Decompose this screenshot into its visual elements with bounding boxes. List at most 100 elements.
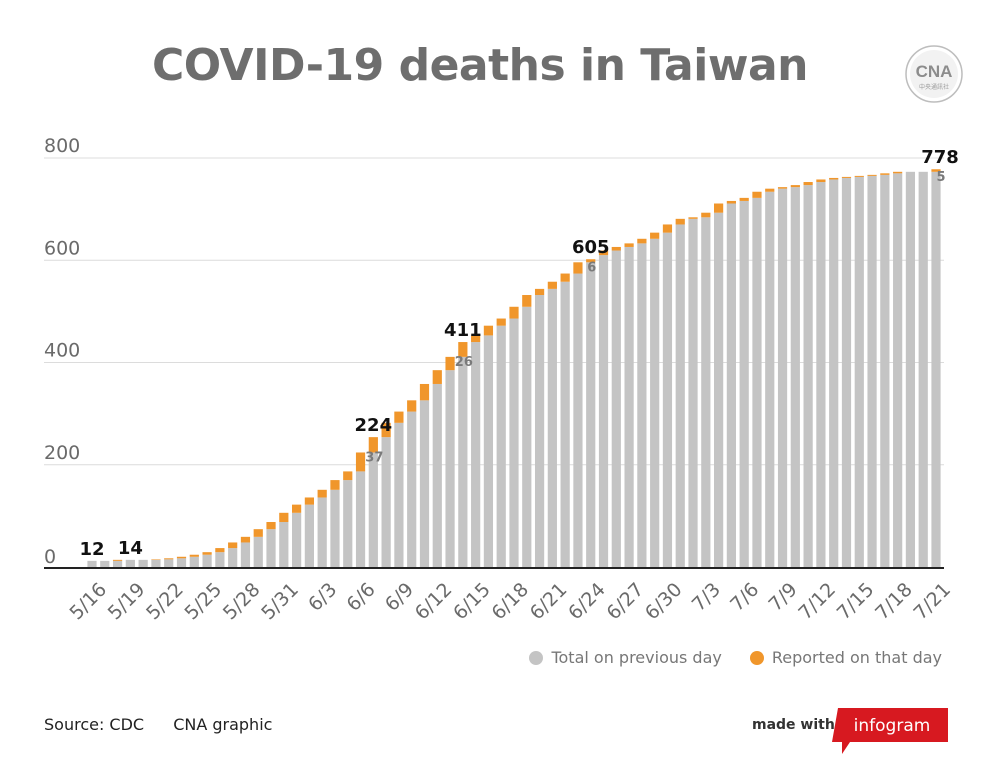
x-tick-label: 5/16 [65, 579, 111, 625]
bar-total [931, 171, 941, 567]
bar-total [304, 504, 314, 567]
cna-logo-icon: CNA 中央通訊社 [905, 45, 963, 103]
bar-reported [765, 188, 775, 192]
x-tick-label: 5/31 [257, 579, 303, 625]
bar-reported [355, 452, 366, 472]
bar-reported [688, 217, 698, 219]
x-tick-label: 6/6 [343, 579, 380, 616]
bar-total [701, 217, 711, 567]
bar-total [189, 556, 199, 567]
bar-total [560, 281, 570, 567]
x-tick-label: 7/15 [833, 579, 879, 625]
x-tick-label: 6/27 [603, 579, 649, 625]
bar-reported [777, 187, 788, 189]
data-label-reported: 5 [936, 170, 945, 185]
data-label-total: 14 [118, 538, 143, 559]
bar-total [292, 512, 302, 567]
bar-total [841, 177, 852, 567]
bar-total [151, 559, 161, 567]
bar-total [611, 250, 621, 567]
bar-reported [496, 318, 506, 326]
bar-reported [253, 529, 263, 537]
x-tick-label: 6/12 [411, 579, 457, 625]
bar-total [432, 383, 442, 567]
data-label-reported: 6 [587, 260, 596, 275]
bar-reported [151, 559, 161, 560]
data-label-total: 605 [572, 237, 610, 258]
bar-reported [509, 306, 519, 319]
legend-item-reported: Reported on that day [749, 648, 942, 667]
bar-total [688, 218, 698, 567]
bar-total [816, 182, 826, 567]
legend-swatch-total [529, 650, 544, 665]
bar-total [586, 262, 596, 567]
bar-total [279, 522, 289, 567]
bar-total [905, 171, 916, 567]
bar-total [509, 318, 519, 567]
bar-reported [726, 200, 736, 204]
logo-text: CNA [916, 62, 953, 81]
y-axis-ticks: 0 200 400 600 800 [44, 135, 80, 568]
bar-total [675, 224, 685, 567]
bar-total [419, 400, 430, 567]
bar-reported [893, 171, 903, 174]
bar-reported [573, 262, 583, 274]
bar-reported [931, 169, 941, 172]
bar-reported [394, 411, 404, 423]
bar-total [893, 173, 903, 567]
bar-reported [522, 295, 532, 307]
x-tick-label: 6/24 [564, 579, 610, 625]
bar-reported [867, 174, 877, 176]
bar-total [330, 489, 340, 567]
legend-label-reported: Reported on that day [771, 648, 942, 667]
bar-reported [816, 179, 826, 183]
data-label-total: 12 [79, 539, 104, 560]
x-tick-label: 7/21 [909, 579, 955, 625]
infogram-logo-icon[interactable]: infogram [832, 708, 948, 754]
bar-reported [164, 558, 174, 560]
bar-total [534, 295, 545, 567]
bar-reported [624, 243, 634, 247]
bar-total [573, 273, 583, 567]
x-tick-label: 5/28 [219, 579, 265, 625]
x-tick-label: 6/15 [449, 579, 495, 625]
bar-reported [637, 238, 647, 244]
bar-total [637, 243, 647, 567]
data-label-total: 411 [444, 320, 482, 341]
x-tick-label: 6/21 [526, 579, 572, 625]
x-tick-label: 7/12 [794, 579, 840, 625]
bar-total [471, 342, 481, 567]
bar-total [624, 246, 634, 567]
bar-total [317, 497, 327, 567]
x-axis-ticks: 5/165/195/225/255/285/31 6/3 6/6 6/96/126/1… [65, 579, 955, 625]
legend: Total on previous day Reported on that d… [529, 648, 942, 667]
data-label-total: 224 [355, 415, 393, 436]
bar-total [343, 480, 353, 567]
data-label-reported: 26 [455, 355, 473, 370]
bar-reported [752, 191, 762, 198]
bar-total [228, 548, 238, 567]
credit-text: CNA graphic [173, 715, 273, 734]
bar-reported [343, 471, 353, 481]
bar-reported [381, 422, 391, 438]
bar-total [176, 558, 187, 567]
x-tick-label: 7/18 [871, 579, 917, 625]
bar-reported [176, 556, 187, 559]
bar-total [445, 370, 455, 567]
logo-subtext: 中央通訊社 [919, 83, 949, 91]
y-tick-label: 200 [44, 442, 80, 464]
bar-total [803, 185, 813, 567]
bar-reported [228, 542, 238, 549]
data-label-total: 778 [921, 147, 959, 168]
bar-reported [739, 197, 749, 201]
bar-reported [330, 480, 340, 490]
bar-total [726, 203, 736, 567]
x-tick-label: 6/3 [304, 579, 341, 616]
bar-reported [202, 552, 212, 555]
y-tick-label: 600 [44, 237, 80, 259]
bar-reported [292, 504, 302, 513]
chart-title: COVID-19 deaths in Taiwan [152, 40, 809, 91]
bar-reported [458, 342, 468, 357]
bar-reported [112, 559, 123, 561]
bar-total [483, 335, 494, 567]
